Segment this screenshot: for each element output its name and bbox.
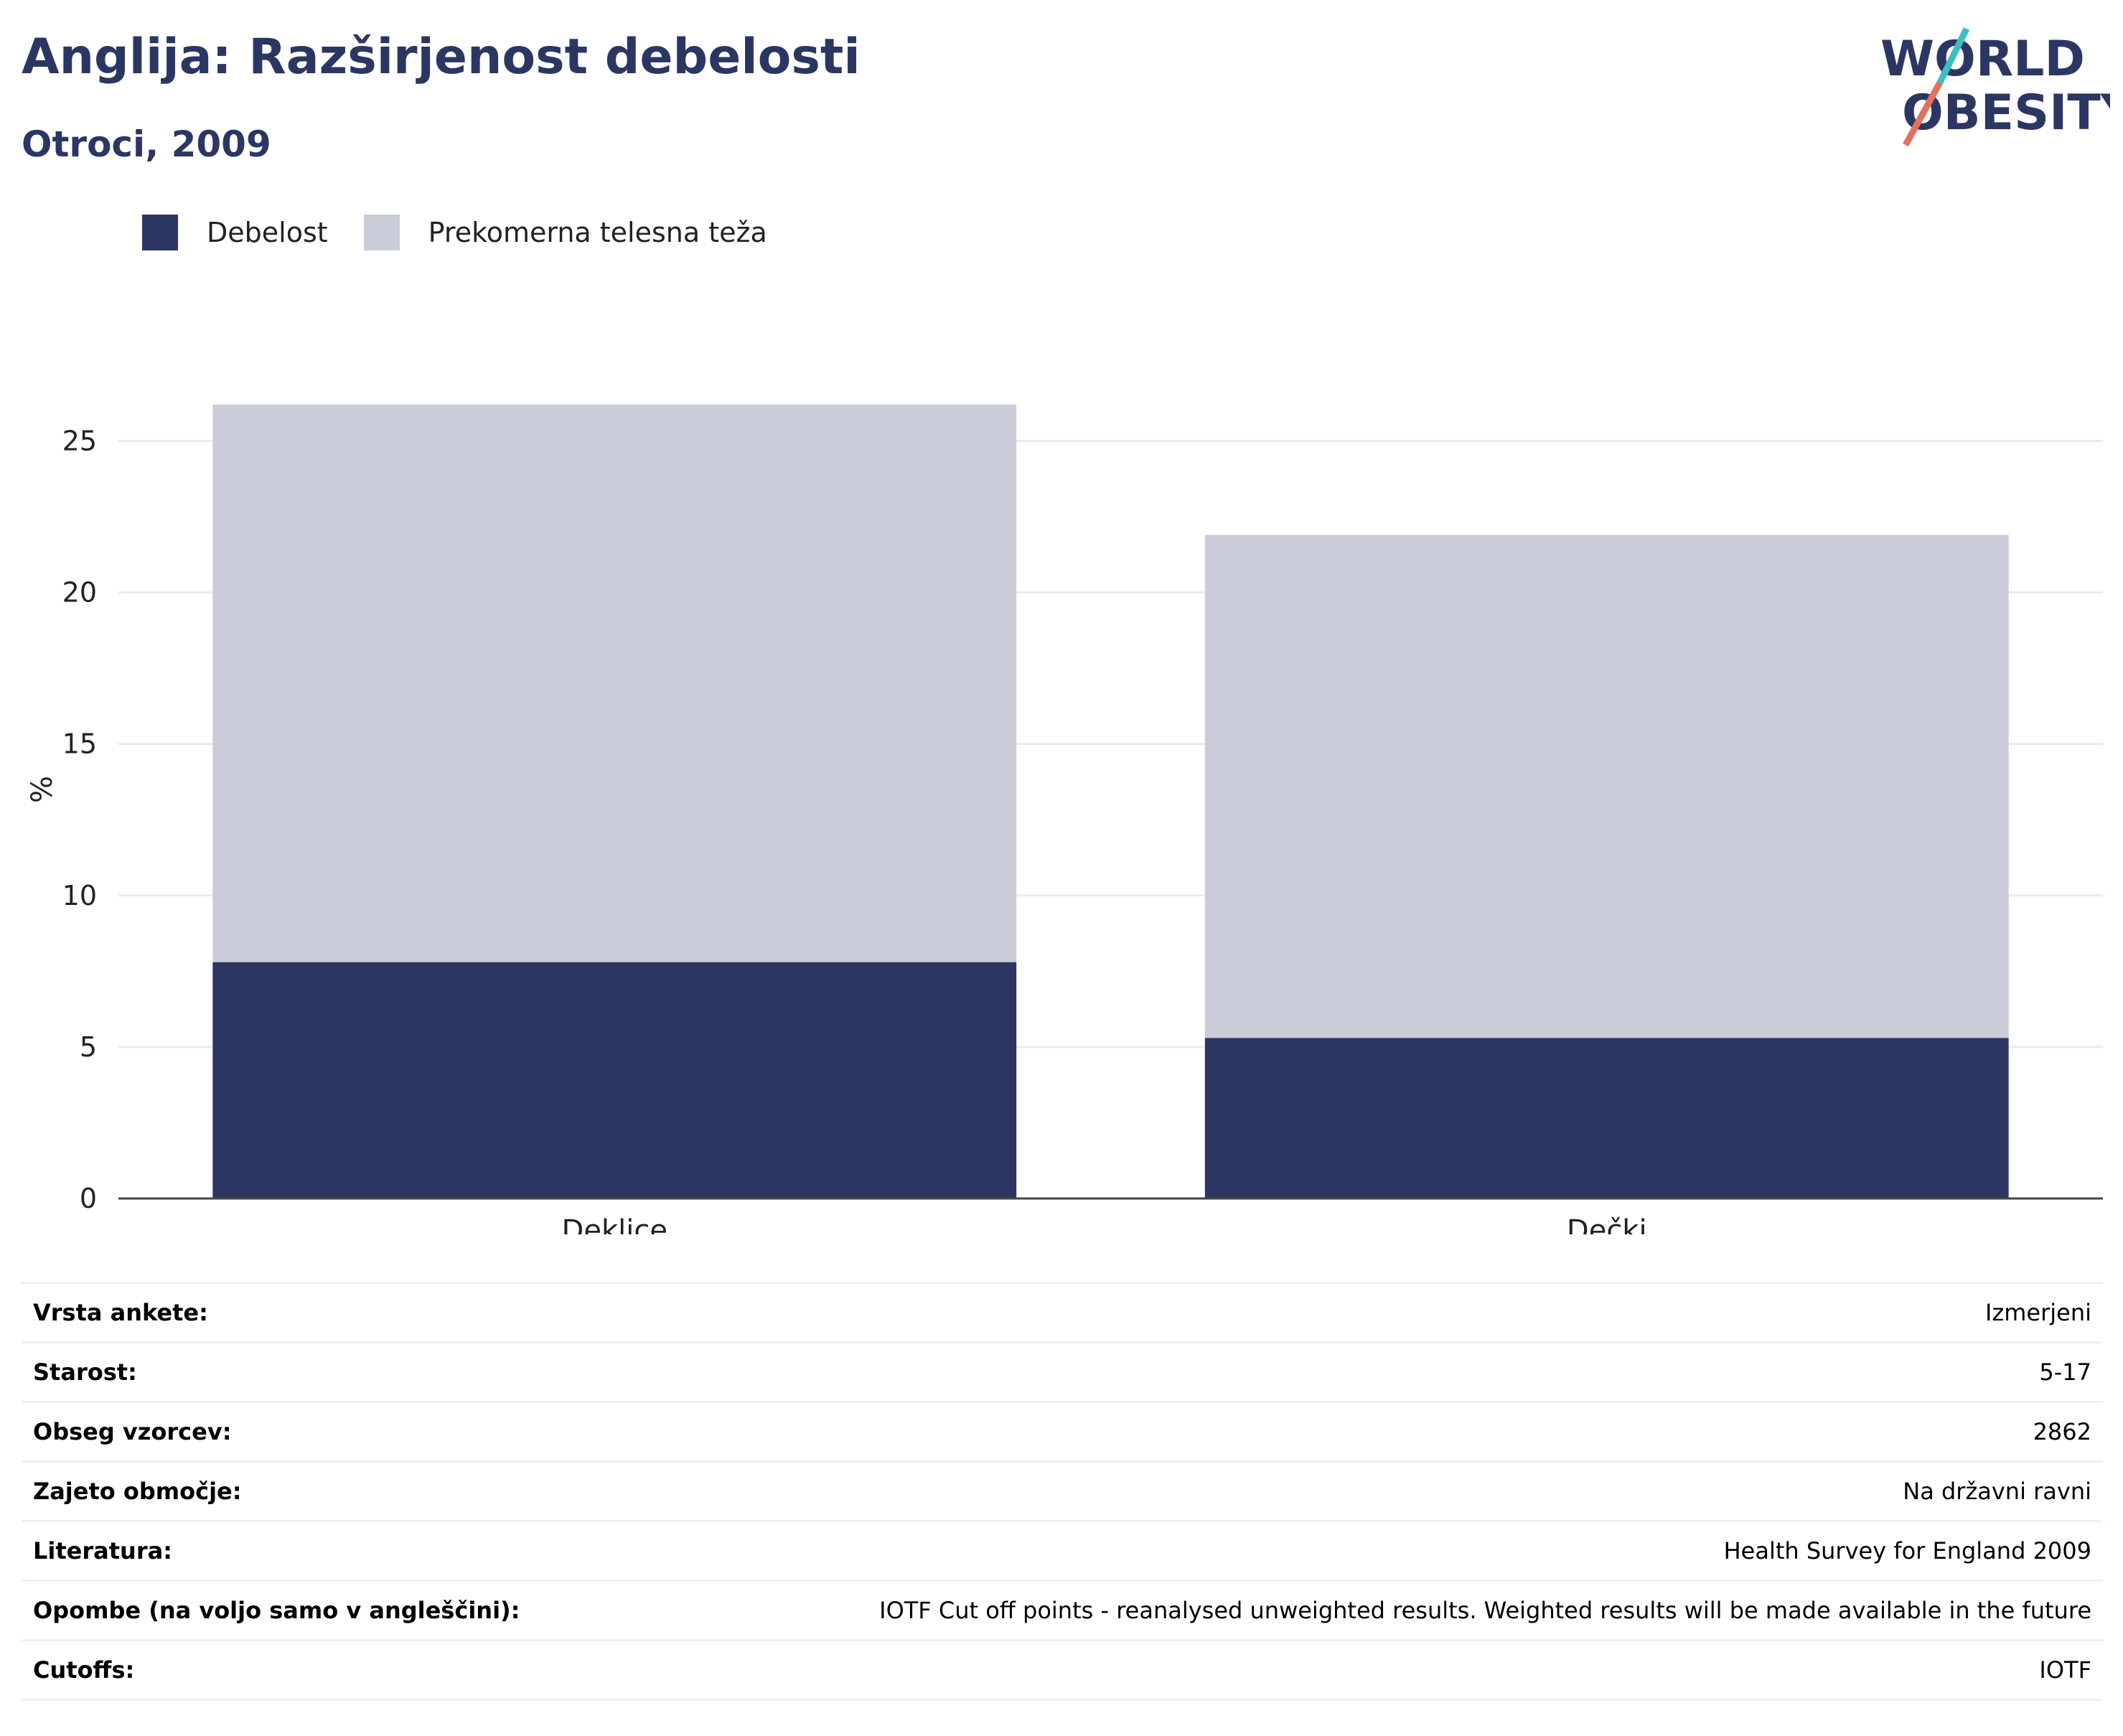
info-key: Literatura: (22, 1520, 630, 1581)
legend-swatch-overweight (363, 215, 400, 250)
info-row: Vrsta ankete: Izmerjeni (22, 1282, 2103, 1343)
info-value: IOTF Cut off points - reanalysed unweigh… (629, 1580, 2103, 1641)
world-obesity-logo: WORLD OBESITY (1880, 27, 2110, 147)
info-row: Literatura: Health Survey for England 200… (22, 1520, 2103, 1581)
y-tick-label: 15 (62, 728, 97, 760)
info-key: Opombe (na voljo samo v angleščini): (22, 1580, 630, 1641)
y-tick-label: 20 (62, 577, 97, 609)
info-table: Vrsta ankete: Izmerjeni Starost: 5-17 Obseg … (22, 1282, 2103, 1701)
bar-obesity (212, 962, 1017, 1198)
info-key: Zajeto območje: (22, 1460, 630, 1521)
info-key: Starost: (22, 1341, 630, 1402)
y-tick-label: 0 (80, 1183, 97, 1214)
bar-chart: 0 5 10 15 20 25% Deklice Dečki (26, 404, 2103, 1234)
info-value: Izmerjeni (629, 1282, 2103, 1343)
bar-obesity (1204, 1038, 2009, 1198)
info-value: Na državni ravni (629, 1460, 2103, 1521)
info-value: 2862 (629, 1401, 2103, 1462)
info-key: Obseg vzorcev: (22, 1401, 630, 1462)
info-row: Opombe (na voljo samo v angleščini): IOTF… (22, 1580, 2103, 1641)
x-tick-label: Deklice (562, 1214, 667, 1234)
chart-subtitle: Otroci, 2009 (22, 123, 271, 165)
x-tick-label: Dečki (1567, 1214, 1647, 1234)
logo-word-world: WORLD (1880, 31, 2085, 88)
info-key: Vrsta ankete: (22, 1282, 630, 1343)
info-value: Health Survey for England 2009 (629, 1520, 2103, 1581)
info-row: Zajeto območje: Na državni ravni (22, 1460, 2103, 1521)
legend-item-obesity[interactable]: Debelost (142, 215, 328, 250)
y-tick-label: 5 (80, 1031, 97, 1063)
legend: Debelost Prekomerna telesna teža (142, 214, 803, 251)
y-tick-label: 10 (62, 880, 97, 911)
info-row: Cutoffs: IOTF (22, 1639, 2103, 1701)
info-row: Obseg vzorcev: 2862 (22, 1401, 2103, 1462)
legend-label-overweight: Prekomerna telesna teža (428, 217, 767, 248)
chart-title: Anglija: Razširjenost debelosti (22, 29, 861, 85)
info-key: Cutoffs: (22, 1639, 630, 1701)
info-value: 5-17 (629, 1341, 2103, 1402)
info-row: Starost: 5-17 (22, 1341, 2103, 1402)
legend-item-overweight[interactable]: Prekomerna telesna teža (363, 215, 767, 250)
legend-swatch-obesity (142, 215, 178, 250)
info-value: IOTF (629, 1639, 2103, 1701)
bar-overweight (1204, 535, 2009, 1038)
bar-overweight (212, 404, 1017, 962)
legend-label-obesity: Debelost (207, 217, 328, 248)
logo-slash-red (1903, 80, 1943, 147)
y-axis-label: % (26, 776, 59, 803)
logo-slash-teal (1936, 27, 1970, 84)
y-tick-label: 25 (62, 425, 97, 456)
